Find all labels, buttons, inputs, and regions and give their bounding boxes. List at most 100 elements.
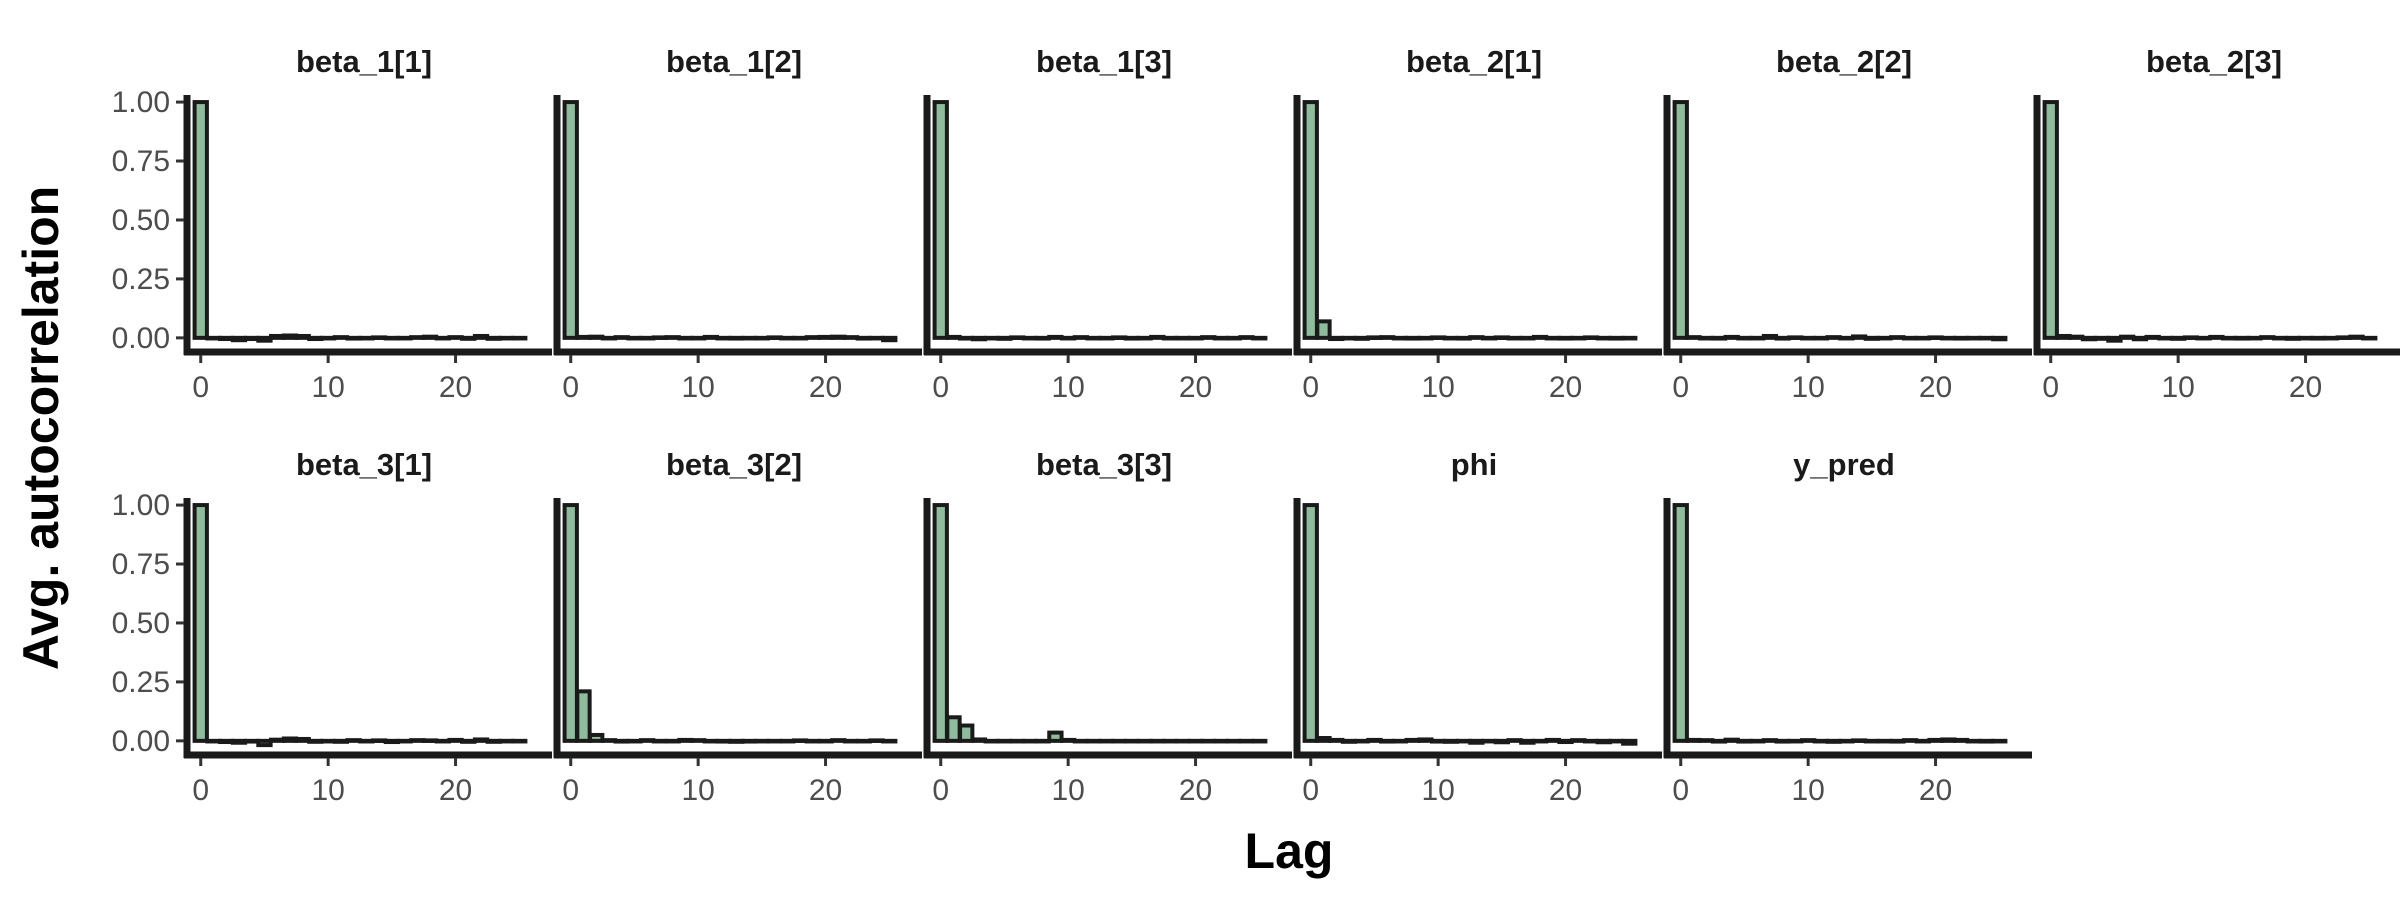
y-tick-label: 0.75 bbox=[112, 548, 170, 581]
acf-bar bbox=[1225, 738, 1242, 744]
acf-bar bbox=[1825, 335, 1842, 340]
acf-bar bbox=[1736, 335, 1753, 341]
acf-bar bbox=[2361, 335, 2378, 341]
panel-title: beta_2[2] bbox=[1776, 44, 1912, 79]
acf-bar bbox=[766, 738, 783, 744]
acf-bar bbox=[702, 334, 720, 340]
acf-bar bbox=[881, 738, 898, 744]
acf-bar bbox=[575, 334, 592, 340]
x-tick-label: 0 bbox=[562, 371, 579, 404]
acf-bar bbox=[1582, 738, 1600, 744]
acf-bar bbox=[1174, 738, 1191, 744]
acf-bar bbox=[881, 335, 898, 343]
acf-bar bbox=[1059, 737, 1077, 743]
y-tick-label: 0.50 bbox=[112, 204, 170, 237]
acf-bar bbox=[2220, 335, 2238, 341]
acf-bar bbox=[1876, 738, 1893, 744]
acf-bar bbox=[1353, 738, 1370, 744]
acf-bar bbox=[243, 738, 260, 744]
panel-beta_2-3: beta_2[3] 0 10 20 bbox=[2033, 44, 2400, 404]
acf-bar bbox=[766, 335, 783, 340]
acf-bar bbox=[1978, 738, 1995, 744]
acf-bar bbox=[613, 738, 630, 744]
acf-bar bbox=[2195, 335, 2212, 341]
acf-bar bbox=[1595, 738, 1612, 745]
y-tick-label: 0.00 bbox=[112, 322, 170, 355]
acf-bar bbox=[575, 689, 592, 743]
acf-bar bbox=[689, 738, 707, 743]
acf-bar bbox=[626, 738, 643, 744]
acf-bar bbox=[753, 335, 771, 341]
panel-title: beta_3[3] bbox=[1036, 447, 1172, 482]
x-tick-label: 20 bbox=[1179, 371, 1212, 404]
acf-bar bbox=[1187, 335, 1204, 341]
x-tick-label: 0 bbox=[932, 774, 949, 807]
acf-bar bbox=[1850, 334, 1868, 340]
acf-bar bbox=[970, 737, 988, 743]
acf-bar bbox=[1468, 738, 1485, 745]
acf-bar bbox=[677, 335, 694, 341]
acf-bar bbox=[1442, 335, 1460, 341]
acf-bar bbox=[218, 738, 235, 745]
acf-bar bbox=[230, 335, 248, 343]
acf-bar bbox=[996, 738, 1013, 744]
acf-bar bbox=[358, 738, 375, 744]
panel-title: beta_1[3] bbox=[1036, 44, 1172, 79]
acf-bar bbox=[804, 335, 821, 340]
acf-bar bbox=[1200, 335, 1217, 340]
acf-bar bbox=[1047, 730, 1064, 743]
acf-bar bbox=[1123, 335, 1141, 341]
acf-bar bbox=[421, 738, 439, 743]
acf-bar bbox=[1391, 738, 1409, 744]
acf-bar bbox=[1200, 738, 1217, 744]
x-tick-label: 0 bbox=[1672, 774, 1689, 807]
acf-bar bbox=[932, 100, 949, 340]
acf-bar bbox=[1034, 738, 1051, 744]
acf-bar bbox=[1404, 737, 1421, 743]
acf-bar bbox=[1328, 335, 1345, 342]
panel-title: beta_2[1] bbox=[1406, 44, 1542, 79]
acf-bar bbox=[2310, 335, 2327, 341]
panel-beta_1-3: beta_1[3] 0 10 20 bbox=[923, 44, 1292, 404]
acf-bar bbox=[1812, 738, 1830, 744]
acf-bar bbox=[945, 715, 962, 743]
acf-bar bbox=[2131, 335, 2149, 342]
acf-bar bbox=[307, 335, 324, 342]
acf-bar bbox=[2080, 335, 2098, 342]
acf-bar bbox=[2335, 335, 2352, 340]
acf-bar bbox=[192, 100, 209, 340]
acf-bar bbox=[2157, 335, 2174, 341]
panel-beta_3-3: beta_3[3] 0 10 20 bbox=[923, 447, 1292, 807]
x-tick-label: 20 bbox=[1919, 371, 1952, 404]
acf-bar bbox=[447, 737, 464, 743]
acf-bar bbox=[830, 738, 847, 743]
x-tick-label: 0 bbox=[1302, 371, 1319, 404]
x-axis-title: Lag bbox=[1245, 823, 1334, 879]
acf-bar bbox=[294, 736, 311, 743]
acf-bar bbox=[1570, 738, 1587, 743]
acf-bar bbox=[804, 738, 821, 744]
acf-bar bbox=[1519, 738, 1536, 745]
acf-bar bbox=[1072, 738, 1090, 744]
acf-bar bbox=[868, 738, 885, 743]
acf-bar bbox=[1863, 335, 1881, 341]
acf-bar bbox=[1123, 738, 1141, 744]
acf-bar bbox=[1927, 737, 1944, 743]
acf-bar bbox=[958, 723, 975, 743]
x-tick-label: 10 bbox=[1791, 774, 1824, 807]
acf-bar bbox=[1506, 335, 1523, 341]
x-tick-label: 0 bbox=[1672, 371, 1689, 404]
acf-bar bbox=[1710, 335, 1728, 341]
y-tick-label: 1.00 bbox=[112, 489, 170, 522]
acf-bar bbox=[1991, 335, 2008, 342]
acf-bar bbox=[1812, 335, 1830, 341]
acf-bar bbox=[1595, 335, 1612, 341]
acf-bar bbox=[1302, 100, 1319, 340]
acf-bar bbox=[192, 503, 209, 743]
acf-bar bbox=[945, 334, 962, 340]
acf-bar bbox=[2259, 335, 2276, 340]
acf-bar bbox=[498, 335, 515, 341]
acf-bar bbox=[868, 335, 885, 341]
acf-bar bbox=[511, 335, 528, 341]
acf-bar bbox=[358, 335, 375, 341]
